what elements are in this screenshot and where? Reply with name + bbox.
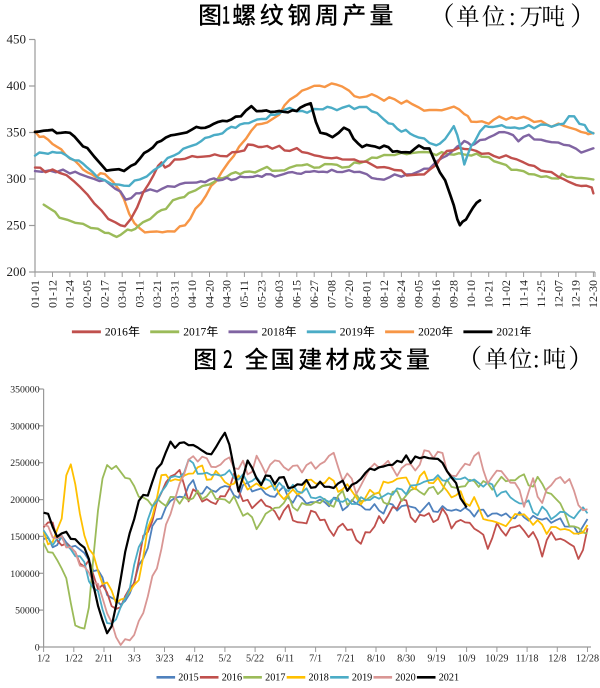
svg-text:08-01: 08-01 [359,280,373,308]
svg-text:12/8: 12/8 [548,654,566,665]
svg-text:200: 200 [7,264,27,279]
svg-text:2016: 2016 [222,673,242,684]
svg-text:1/2: 1/2 [37,654,50,665]
svg-text:2020: 2020 [418,327,441,339]
svg-text:09-28: 09-28 [447,280,461,308]
svg-text:07-20: 07-20 [342,280,356,308]
svg-text:200000: 200000 [10,495,39,506]
svg-text:7/1: 7/1 [309,654,322,665]
svg-text:3/3: 3/3 [128,654,141,665]
svg-text:04-20: 04-20 [202,280,216,308]
svg-text:2017: 2017 [265,673,285,684]
svg-text:8/30: 8/30 [397,654,415,665]
svg-text:06-15: 06-15 [290,280,304,308]
svg-text:350: 350 [7,125,27,140]
svg-text:09-16: 09-16 [429,280,443,308]
svg-text:03-31: 03-31 [167,280,181,308]
svg-text:2018: 2018 [309,673,329,684]
svg-text:03-11: 03-11 [132,280,146,308]
svg-text:05-11: 05-11 [237,280,251,308]
svg-text:250000: 250000 [10,458,39,469]
svg-text:2015: 2015 [178,673,198,684]
svg-text:3/23: 3/23 [155,654,173,665]
svg-text:450: 450 [7,32,27,47]
svg-text:50000: 50000 [15,606,40,617]
svg-text:5/2: 5/2 [218,654,231,665]
svg-text:350000: 350000 [10,385,39,396]
svg-text:5/22: 5/22 [246,654,264,665]
svg-text:04-30: 04-30 [220,280,234,308]
svg-text:01-01: 01-01 [28,280,42,308]
svg-text:02-05: 02-05 [80,280,94,308]
svg-text:02-17: 02-17 [98,280,112,308]
svg-text:2019: 2019 [352,673,372,684]
svg-text:11-14: 11-14 [516,280,530,308]
svg-text:06-03: 06-03 [272,280,286,308]
svg-text:1/22: 1/22 [65,654,83,665]
svg-text:04-10: 04-10 [185,280,199,308]
svg-text:400: 400 [7,78,27,93]
svg-text:01-24: 01-24 [63,280,77,308]
svg-text:05-23: 05-23 [255,280,269,308]
svg-text:300000: 300000 [10,421,39,432]
svg-text:07-08: 07-08 [324,280,338,308]
svg-text:12/28: 12/28 [576,654,599,665]
svg-text:2018: 2018 [262,327,285,339]
svg-text:03-21: 03-21 [150,280,164,308]
svg-text:9/19: 9/19 [427,654,445,665]
svg-text:09-05: 09-05 [412,280,426,308]
svg-text:2016: 2016 [105,327,128,339]
svg-text:08-24: 08-24 [394,280,408,308]
svg-text:10/29: 10/29 [485,654,508,665]
svg-text:0: 0 [35,643,40,654]
svg-text:11-02: 11-02 [499,280,513,308]
svg-text:10/9: 10/9 [458,654,476,665]
svg-text:12-19: 12-19 [569,280,583,308]
svg-text:2021: 2021 [496,327,519,339]
svg-text:12-30: 12-30 [586,280,600,308]
svg-text:06-27: 06-27 [307,280,321,308]
svg-text:11-25: 11-25 [534,280,548,308]
svg-text:03-01: 03-01 [115,280,129,308]
svg-text:100000: 100000 [10,569,39,580]
svg-text:2021: 2021 [439,673,459,684]
svg-text:2/11: 2/11 [95,654,113,665]
svg-text:250: 250 [7,218,27,233]
svg-text:150000: 150000 [10,532,39,543]
svg-text:4/12: 4/12 [186,654,204,665]
svg-text:08-12: 08-12 [377,280,391,308]
svg-text:10-21: 10-21 [482,280,496,308]
svg-text:300: 300 [7,171,27,186]
svg-text:12-07: 12-07 [551,280,565,308]
svg-text:2019: 2019 [340,327,363,339]
svg-text:10-10: 10-10 [464,280,478,308]
svg-text:2020: 2020 [395,673,415,684]
svg-text:7/21: 7/21 [337,654,355,665]
svg-text:2017: 2017 [183,327,206,339]
svg-text:8/10: 8/10 [367,654,385,665]
svg-text:6/11: 6/11 [276,654,294,665]
svg-text:11/18: 11/18 [516,654,539,665]
svg-text:01-12: 01-12 [45,280,59,308]
